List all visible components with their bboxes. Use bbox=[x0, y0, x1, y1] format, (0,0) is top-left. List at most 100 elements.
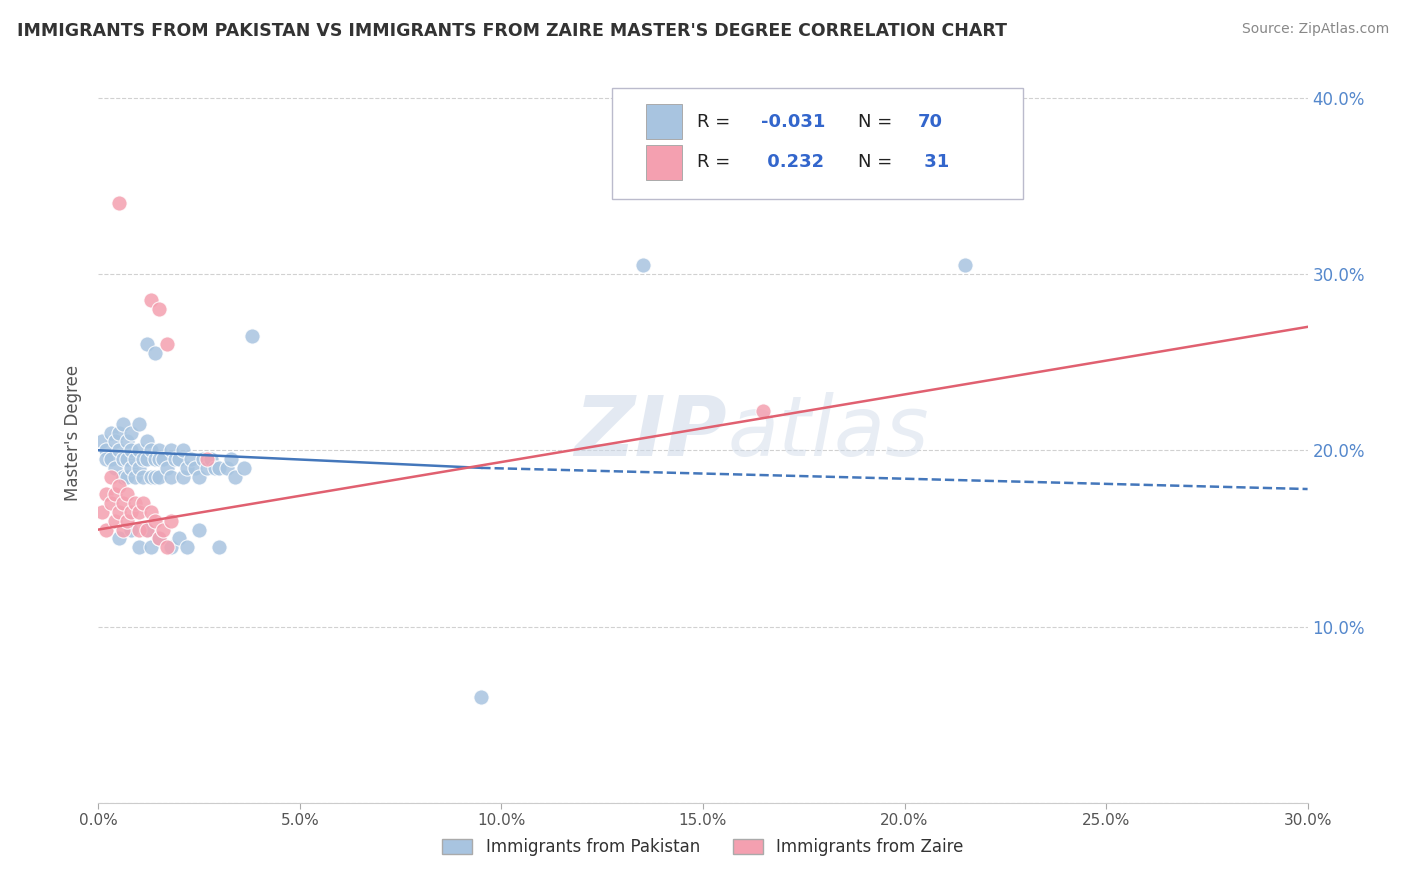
Point bbox=[752, 404, 775, 418]
Point bbox=[208, 540, 231, 554]
Point bbox=[152, 523, 174, 537]
Point bbox=[120, 505, 142, 519]
Text: N =: N = bbox=[858, 153, 898, 171]
Point bbox=[135, 434, 157, 449]
Point bbox=[100, 452, 122, 467]
Point bbox=[200, 452, 222, 467]
Point bbox=[124, 496, 146, 510]
Text: 0.232: 0.232 bbox=[761, 153, 824, 171]
Point bbox=[135, 523, 157, 537]
Legend: Immigrants from Pakistan, Immigrants from Zaire: Immigrants from Pakistan, Immigrants fro… bbox=[434, 830, 972, 865]
Point bbox=[100, 469, 122, 483]
Point bbox=[148, 443, 170, 458]
Point bbox=[221, 452, 243, 467]
Point bbox=[107, 196, 129, 211]
Point bbox=[115, 452, 138, 467]
Point bbox=[107, 443, 129, 458]
Point bbox=[120, 443, 142, 458]
Point bbox=[148, 469, 170, 483]
Point bbox=[103, 434, 125, 449]
Text: 31: 31 bbox=[918, 153, 949, 171]
Point bbox=[128, 540, 150, 554]
Text: ZIP: ZIP bbox=[575, 392, 727, 473]
Point bbox=[115, 434, 138, 449]
Point bbox=[176, 540, 198, 554]
Point bbox=[96, 452, 118, 467]
Point bbox=[91, 434, 114, 449]
Point bbox=[188, 523, 211, 537]
Point bbox=[139, 443, 162, 458]
Point bbox=[96, 487, 118, 501]
Point bbox=[204, 461, 226, 475]
Point bbox=[103, 487, 125, 501]
Point bbox=[100, 425, 122, 440]
Point bbox=[96, 523, 118, 537]
Point bbox=[240, 328, 263, 343]
Point bbox=[208, 461, 231, 475]
Point bbox=[184, 461, 207, 475]
FancyBboxPatch shape bbox=[647, 103, 682, 139]
Point bbox=[217, 461, 239, 475]
Point bbox=[193, 452, 215, 467]
Point bbox=[128, 461, 150, 475]
Point bbox=[128, 505, 150, 519]
Point bbox=[143, 452, 166, 467]
Point bbox=[124, 452, 146, 467]
Point bbox=[148, 302, 170, 317]
Point bbox=[148, 532, 170, 546]
Point bbox=[128, 417, 150, 431]
Point bbox=[143, 469, 166, 483]
Point bbox=[120, 523, 142, 537]
Point bbox=[470, 690, 492, 704]
Point bbox=[107, 478, 129, 492]
Point bbox=[128, 443, 150, 458]
Point bbox=[172, 469, 194, 483]
Point bbox=[135, 452, 157, 467]
Point bbox=[156, 540, 179, 554]
Text: R =: R = bbox=[697, 153, 735, 171]
Point bbox=[120, 461, 142, 475]
Point bbox=[139, 293, 162, 308]
Point bbox=[631, 258, 654, 272]
Point bbox=[188, 469, 211, 483]
Point bbox=[148, 452, 170, 467]
Point bbox=[167, 452, 190, 467]
Point bbox=[160, 469, 183, 483]
Point bbox=[107, 532, 129, 546]
Point bbox=[163, 452, 186, 467]
Point bbox=[132, 452, 155, 467]
Point bbox=[152, 452, 174, 467]
Point bbox=[148, 532, 170, 546]
Point bbox=[115, 487, 138, 501]
Text: atlas: atlas bbox=[727, 392, 929, 473]
Point bbox=[180, 452, 202, 467]
Point bbox=[120, 425, 142, 440]
Point bbox=[132, 469, 155, 483]
Point bbox=[224, 469, 246, 483]
Point bbox=[103, 461, 125, 475]
Point bbox=[953, 258, 976, 272]
Point bbox=[107, 425, 129, 440]
Point bbox=[135, 523, 157, 537]
FancyBboxPatch shape bbox=[647, 145, 682, 180]
Point bbox=[172, 443, 194, 458]
Text: N =: N = bbox=[858, 112, 898, 130]
Point bbox=[143, 514, 166, 528]
Point bbox=[156, 461, 179, 475]
Point bbox=[111, 452, 134, 467]
Point bbox=[176, 461, 198, 475]
Point bbox=[160, 514, 183, 528]
Point bbox=[124, 469, 146, 483]
Point bbox=[128, 523, 150, 537]
Point bbox=[232, 461, 254, 475]
Point bbox=[195, 452, 218, 467]
Point bbox=[139, 505, 162, 519]
FancyBboxPatch shape bbox=[613, 88, 1024, 200]
Point bbox=[100, 496, 122, 510]
Text: 70: 70 bbox=[918, 112, 943, 130]
Point bbox=[160, 540, 183, 554]
Point bbox=[156, 337, 179, 351]
Point bbox=[107, 505, 129, 519]
Text: Source: ZipAtlas.com: Source: ZipAtlas.com bbox=[1241, 22, 1389, 37]
Point bbox=[111, 417, 134, 431]
